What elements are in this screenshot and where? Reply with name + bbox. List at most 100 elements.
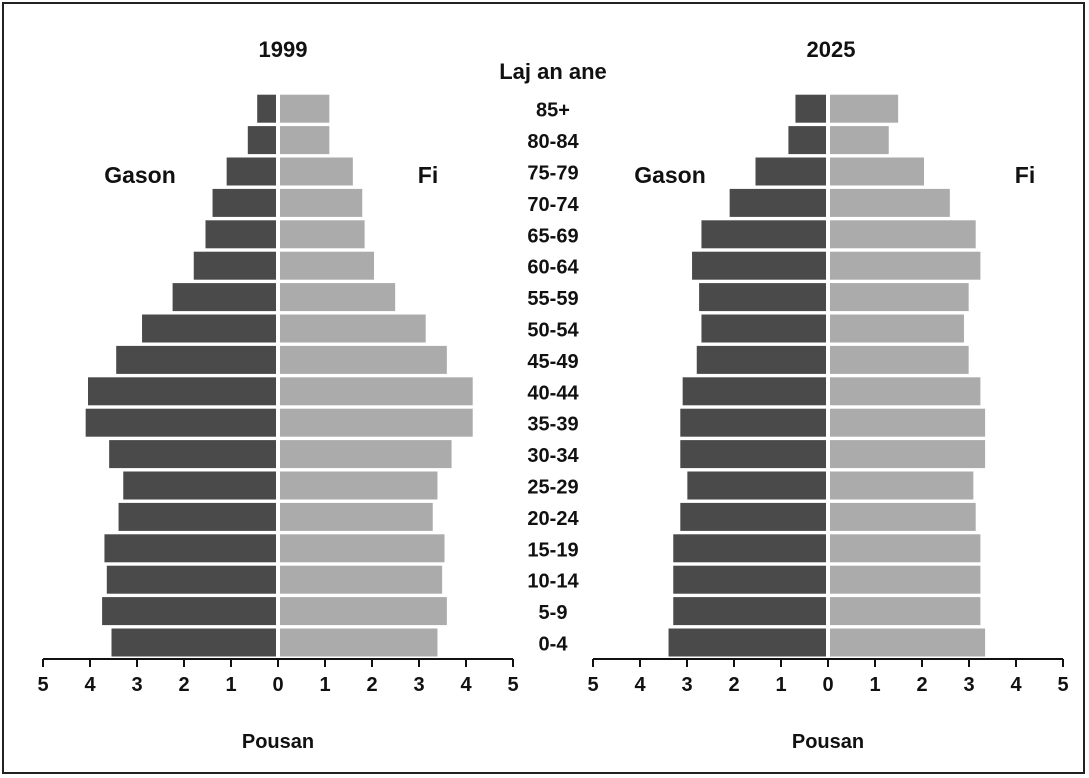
panel-1999-xlabel: Pousan (242, 731, 314, 753)
age-label-75-79: 75-79 (527, 163, 578, 185)
panel-1999-female-bar-25-29 (280, 471, 438, 500)
panel-2025-tick-label-9: 4 (1010, 674, 1022, 696)
panel-1999-female-bar-10-14 (280, 565, 443, 594)
age-label-0-4: 0-4 (539, 634, 569, 656)
panel-2025-female-bar-40-44 (830, 377, 981, 406)
age-label-45-49: 45-49 (527, 351, 578, 373)
age-label-65-69: 65-69 (527, 225, 578, 247)
panel-1999-male-bar-20-24 (118, 502, 276, 531)
panel-1999-female-bar-70-74 (280, 188, 363, 217)
panel-2025-male-bar-25-29 (687, 471, 826, 500)
age-label-35-39: 35-39 (527, 414, 578, 436)
panel-2025-female-bar-5-9 (830, 597, 981, 626)
panel-2025-male-bar-75-79 (755, 157, 826, 186)
panel-2025-female-bar-10-14 (830, 565, 981, 594)
panel-1999-female-bar-0-4 (280, 628, 438, 657)
panel-1999-male-bar-85+ (257, 94, 276, 123)
age-label-10-14: 10-14 (527, 571, 579, 593)
panel-1999-tick-label-3: 2 (178, 674, 189, 696)
panel-2025-tick-label-7: 2 (916, 674, 927, 696)
panel-2025-female-bar-55-59 (830, 283, 969, 312)
panel-1999-male-bar-40-44 (88, 377, 276, 406)
panel-1999-female-bar-65-69 (280, 220, 365, 249)
panel-2025-female-bar-15-19 (830, 534, 981, 563)
panel-1999-male-bar-70-74 (212, 188, 276, 217)
panel-1999-male-bar-5-9 (102, 597, 276, 626)
panel-1999-female-bar-80-84 (280, 126, 330, 155)
panel-1999-female-bar-60-64 (280, 251, 374, 280)
panel-2025-female-bar-70-74 (830, 188, 950, 217)
panel-1999-female-bar-20-24 (280, 502, 433, 531)
panel-2025-male-bar-70-74 (729, 188, 826, 217)
panel-2025-female-bar-80-84 (830, 126, 889, 155)
panel-1999-male-bar-50-54 (142, 314, 276, 343)
panel-2025-male-bar-60-64 (692, 251, 826, 280)
panel-1999-female-bar-35-39 (280, 408, 473, 437)
panel-2025-female-bar-50-54 (830, 314, 964, 343)
panel-1999-male-bar-0-4 (111, 628, 276, 657)
panel-1999-female-bar-40-44 (280, 377, 473, 406)
panel-2025-tick-label-6: 1 (869, 674, 880, 696)
age-label-55-59: 55-59 (527, 288, 578, 310)
panel-1999-male-bar-45-49 (116, 345, 276, 374)
panel-2025-female-bar-30-34 (830, 440, 986, 469)
panel-1999-tick-label-4: 1 (225, 674, 236, 696)
age-label-60-64: 60-64 (527, 257, 579, 279)
panel-1999-male-bar-60-64 (193, 251, 276, 280)
panel-1999-tick-label-1: 4 (84, 674, 96, 696)
panel-2025-tick-label-10: 5 (1057, 674, 1068, 696)
panel-2025-male-bar-5-9 (673, 597, 826, 626)
panel-2025-female-bar-45-49 (830, 345, 969, 374)
panel-2025-female-bar-85+ (830, 94, 899, 123)
panel-1999-tick-label-9: 4 (460, 674, 472, 696)
panel-2025-tick-label-2: 3 (681, 674, 692, 696)
panel-2025-male-bar-45-49 (696, 345, 826, 374)
panel-1999-female-bar-45-49 (280, 345, 447, 374)
panel-2025-female-bar-25-29 (830, 471, 974, 500)
panel-2025-female-bar-20-24 (830, 502, 976, 531)
panel-2025-male-bar-40-44 (682, 377, 826, 406)
panel-1999-male-bar-65-69 (205, 220, 276, 249)
panel-1999-male-bar-25-29 (123, 471, 276, 500)
age-label-30-34: 30-34 (527, 445, 579, 467)
panel-2025-female-bar-35-39 (830, 408, 986, 437)
age-label-70-74: 70-74 (527, 194, 579, 216)
panel-2025-male-bar-80-84 (788, 126, 826, 155)
panel-1999-female-bar-55-59 (280, 283, 396, 312)
panel-2025-tick-label-4: 1 (775, 674, 786, 696)
panel-2025-male-label: Gason (634, 162, 706, 188)
age-group-header: Laj an ane (499, 59, 607, 84)
panel-1999-female-bar-15-19 (280, 534, 445, 563)
panel-2025-female-bar-60-64 (830, 251, 981, 280)
panel-2025-xlabel: Pousan (792, 731, 864, 753)
panel-2025-female-bar-65-69 (830, 220, 976, 249)
panel-1999-male-bar-15-19 (104, 534, 276, 563)
panel-1999-male-bar-10-14 (106, 565, 276, 594)
panel-1999-title: 1999 (259, 37, 308, 62)
panel-2025-male-bar-15-19 (673, 534, 826, 563)
age-label-50-54: 50-54 (527, 320, 579, 342)
panel-2025-tick-label-0: 5 (587, 674, 598, 696)
panel-2025-tick-label-3: 2 (728, 674, 739, 696)
panel-1999-female-bar-75-79 (280, 157, 353, 186)
age-label-80-84: 80-84 (527, 131, 579, 153)
panel-2025-male-bar-30-34 (680, 440, 826, 469)
panel-2025-tick-label-1: 4 (634, 674, 646, 696)
panel-1999-female-bar-85+ (280, 94, 330, 123)
panel-2025-male-bar-65-69 (701, 220, 826, 249)
panel-1999-tick-label-10: 5 (507, 674, 518, 696)
panel-1999-tick-label-6: 1 (319, 674, 330, 696)
panel-2025-male-bar-55-59 (699, 283, 826, 312)
panel-1999-male-bar-55-59 (172, 283, 276, 312)
panel-2025-tick-label-8: 3 (963, 674, 974, 696)
panel-2025-male-bar-50-54 (701, 314, 826, 343)
panel-2025-female-bar-0-4 (830, 628, 986, 657)
panel-2025-female-bar-75-79 (830, 157, 924, 186)
panel-2025-male-bar-10-14 (673, 565, 826, 594)
panel-1999-female-label: Fi (418, 162, 438, 188)
age-label-20-24: 20-24 (527, 508, 579, 530)
panel-1999-female-bar-5-9 (280, 597, 447, 626)
panel-1999-male-label: Gason (104, 162, 176, 188)
